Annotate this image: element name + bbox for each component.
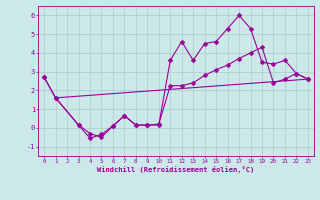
- X-axis label: Windchill (Refroidissement éolien,°C): Windchill (Refroidissement éolien,°C): [97, 166, 255, 173]
